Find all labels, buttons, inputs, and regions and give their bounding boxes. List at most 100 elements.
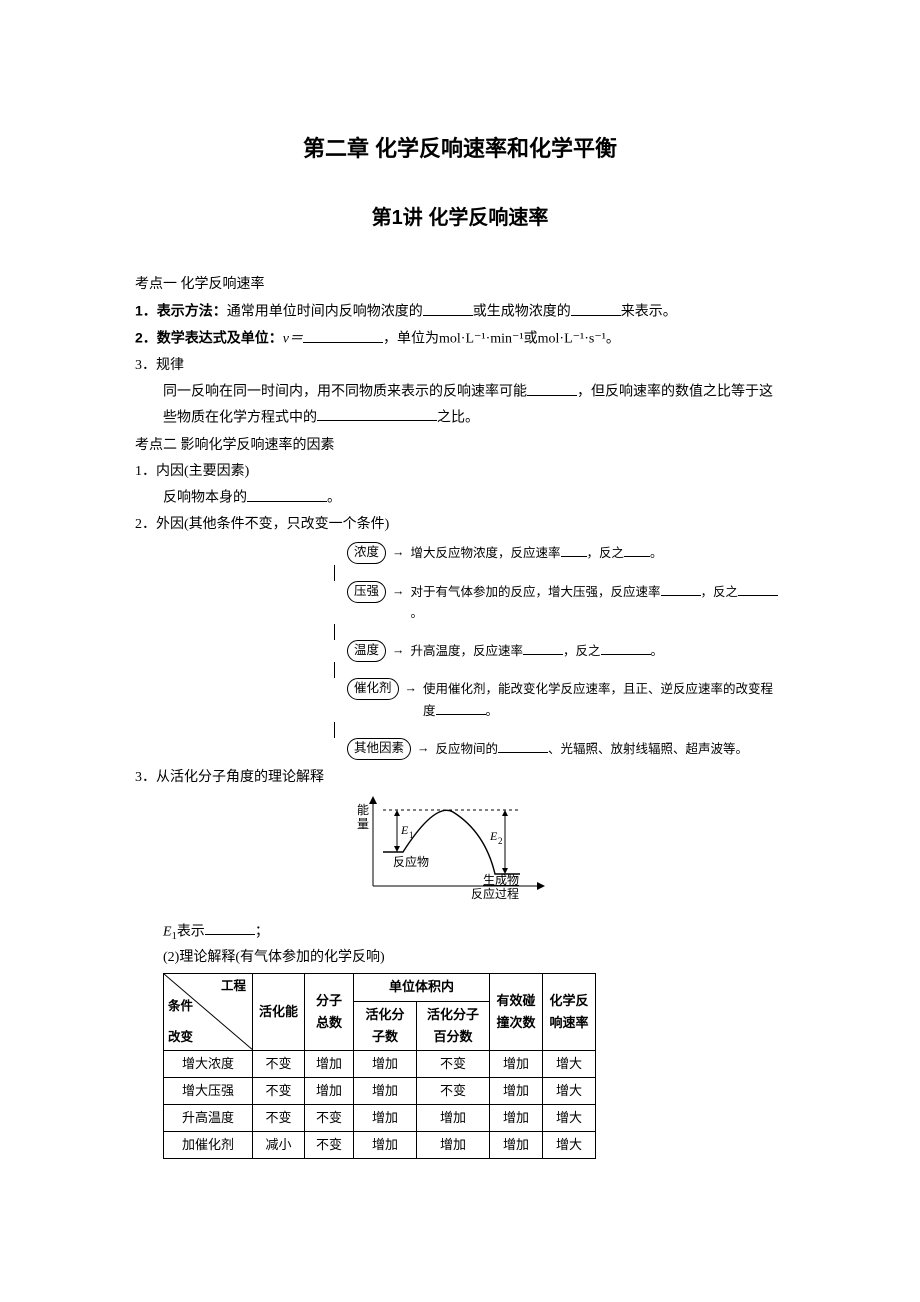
flow-row-2: 压强 → 对于有气体参加的反应，增大压强，反应速率 ，反之。	[325, 581, 785, 625]
flow-text-3: 升高温度，反应速率，反之。	[411, 640, 785, 662]
svg-text:生成物: 生成物	[483, 873, 519, 887]
item-1-text-b: 或生成物浓度的	[473, 305, 571, 320]
flow-text-1: 增大反应物浓度，反应速率，反之。	[411, 542, 785, 564]
flow-text-5: 反应物间的、光辐照、放射线辐照、超声波等。	[436, 738, 785, 760]
table-cell: 增加	[490, 1050, 543, 1077]
item-1: 1．表示方法：通常用单位时间内反响物浓度的或生成物浓度的来表示。	[135, 299, 785, 324]
table-cell: 增大	[543, 1132, 596, 1159]
t5a: 反应物间的	[436, 742, 499, 756]
item-q3: 3．从活化分子角度的理论解释	[135, 766, 785, 790]
svg-text:1: 1	[409, 830, 414, 840]
blank	[498, 739, 548, 753]
item-2-label: 2．数学表达式及单位：	[135, 330, 283, 346]
q2-label: 2．外因(其他条件不变，只改变一个条件)	[135, 517, 389, 532]
q3-sub2: (2)理论解释(有气体参加的化学反响)	[135, 946, 785, 970]
item-2-unit: ，单位为mol·L⁻¹·min⁻¹或mol·L⁻¹·s⁻¹。	[383, 332, 620, 347]
th-total: 分子总数	[305, 974, 354, 1050]
arrow-icon: →	[392, 581, 405, 602]
table-cell: 增大	[543, 1077, 596, 1104]
th-act: 活化能	[253, 974, 305, 1050]
kaodian-2: 考点二 影响化学反响速率的因素	[135, 434, 785, 458]
svg-text:反应物: 反应物	[393, 854, 429, 869]
blank	[205, 919, 255, 935]
e1-line: E1表示；	[135, 919, 785, 946]
flow-text-2: 对于有气体参加的反应，增大压强，反应速率 ，反之。	[411, 581, 785, 625]
item-2: 2．数学表达式及单位：v＝ ，单位为mol·L⁻¹·min⁻¹或mol·L⁻¹·s…	[135, 326, 785, 351]
q1-text: 反响物本身的	[163, 491, 247, 506]
flow-row-4: 催化剂 → 使用催化剂，能改变化学反应速率，且正、逆反应速率的改变程度。	[325, 678, 785, 722]
svg-text:2: 2	[498, 836, 503, 846]
flow-text-4: 使用催化剂，能改变化学反应速率，且正、逆反应速率的改变程度。	[423, 678, 785, 722]
q3-label: 3．从活化分子角度的理论解释	[135, 770, 324, 785]
table-cell: 增加	[305, 1050, 354, 1077]
item-q2: 2．外因(其他条件不变，只改变一个条件)	[135, 513, 785, 537]
table-cell: 增大	[543, 1104, 596, 1131]
t2c: 。	[411, 606, 424, 620]
blank	[738, 582, 778, 596]
table-cell: 增加	[490, 1077, 543, 1104]
blank	[423, 299, 473, 315]
arrow-icon: →	[417, 738, 430, 759]
table-cell: 不变	[253, 1077, 305, 1104]
lecture-title: 第1讲 化学反响速率	[135, 201, 785, 235]
table-row: 升高温度不变不变增加增加增加增大	[164, 1104, 596, 1131]
diag-top: 工程	[221, 976, 246, 997]
t2a: 对于有气体参加的反应，增大压强，反应速率	[411, 585, 661, 599]
th-coll: 有效碰撞次数	[490, 974, 543, 1050]
energy-diagram: 能 量 E 1 E 2 反应物 生成物 反应过程	[345, 794, 785, 913]
arrow-icon: →	[392, 542, 405, 563]
flow-node-other: 其他因素	[347, 738, 411, 760]
item-3: 3．规律	[135, 354, 785, 378]
table-head-row: 工程 条件 改变 活化能 分子总数 单位体积内 有效碰撞次数 化学反响速率	[164, 974, 596, 1001]
table-cell: 增加	[490, 1132, 543, 1159]
table-row: 增大浓度不变增加增加不变增加增大	[164, 1050, 596, 1077]
blank	[561, 544, 587, 558]
t3a: 升高温度，反应速率	[411, 644, 524, 658]
t3b: ，反之	[563, 644, 601, 658]
table-cell: 增加	[354, 1104, 417, 1131]
blank	[247, 485, 327, 501]
t1c: 。	[650, 546, 663, 560]
th-unit: 单位体积内	[354, 974, 490, 1001]
svg-text:E: E	[400, 823, 409, 837]
table-cell: 不变	[417, 1050, 490, 1077]
diag-bot: 改变	[168, 1027, 193, 1048]
blank	[436, 701, 486, 715]
blank	[661, 582, 701, 596]
flow-row-3: 温度 → 升高温度，反应速率，反之。	[325, 640, 785, 662]
table-cell: 不变	[305, 1104, 354, 1131]
e1-text: 表示	[177, 924, 205, 939]
table-cell: 减小	[253, 1132, 305, 1159]
e1-var: E	[163, 924, 172, 939]
flow-node-concentration: 浓度	[347, 542, 386, 564]
table-body: 增大浓度不变增加增加不变增加增大增大压强不变增加增加不变增加增大升高温度不变不变…	[164, 1050, 596, 1158]
table-cell: 增加	[417, 1104, 490, 1131]
t2b: ，反之	[701, 585, 739, 599]
item-3-label: 3．规律	[135, 358, 184, 373]
ylabel1: 能	[357, 803, 369, 817]
svg-text:E: E	[489, 829, 498, 843]
arrow-icon: →	[392, 640, 405, 661]
table-cell: 增加	[305, 1077, 354, 1104]
theory-table: 工程 条件 改变 活化能 分子总数 单位体积内 有效碰撞次数 化学反响速率 活化…	[163, 973, 596, 1159]
item-q1: 1．内因(主要因素)	[135, 460, 785, 484]
table-cell: 不变	[417, 1077, 490, 1104]
flow-node-pressure: 压强	[347, 581, 386, 603]
v-equals: v＝	[283, 332, 303, 347]
arrow-icon: →	[405, 678, 418, 699]
table-cell: 增大浓度	[164, 1050, 253, 1077]
t1a: 增大反应物浓度，反应速率	[411, 546, 561, 560]
flow-row-1: 浓度 → 增大反应物浓度，反应速率，反之。	[325, 542, 785, 564]
table-cell: 增加	[354, 1077, 417, 1104]
kaodian-1: 考点一 化学反响速率	[135, 273, 785, 297]
flow-node-temperature: 温度	[347, 640, 386, 662]
chapter-title: 第二章 化学反响速率和化学平衡	[135, 130, 785, 167]
table-cell: 增加	[354, 1132, 417, 1159]
ylabel2: 量	[357, 817, 369, 831]
blank	[571, 299, 621, 315]
blank	[523, 642, 563, 656]
item-3-text-c: 之比。	[437, 410, 479, 425]
item-1-label: 1．表示方法：	[135, 303, 227, 319]
table-cell: 增加	[490, 1104, 543, 1131]
blank	[527, 379, 577, 395]
